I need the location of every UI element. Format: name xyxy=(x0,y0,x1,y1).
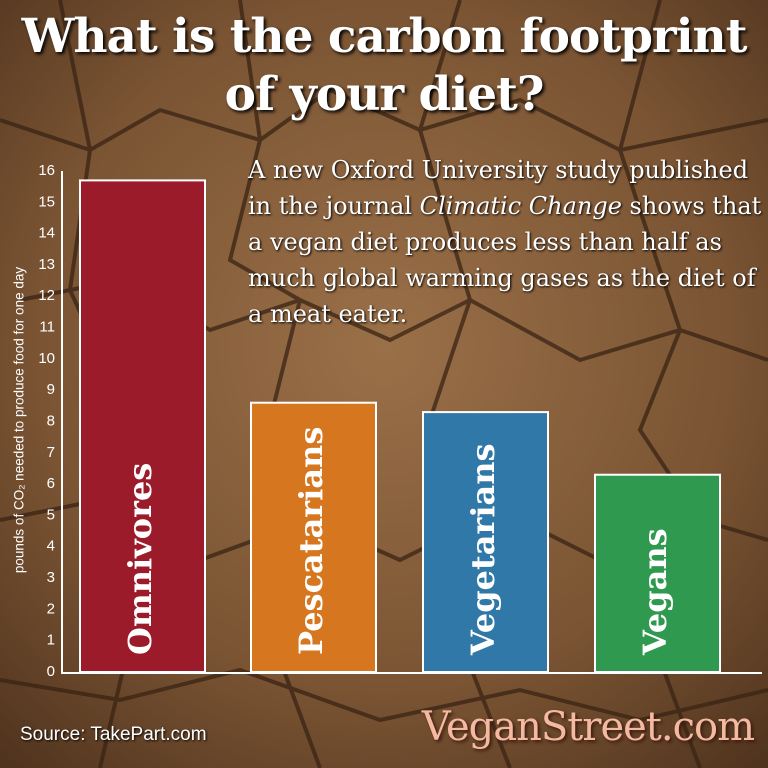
y-tick-label: 13 xyxy=(38,256,55,273)
y-tick-label: 11 xyxy=(39,319,55,336)
annotation-text: shows that a vegan diet produces less th… xyxy=(248,192,762,328)
bar-label: Omnivores xyxy=(121,463,159,655)
annotation: A new Oxford University study published … xyxy=(248,152,763,332)
bar-label: Vegetarians xyxy=(464,443,502,656)
y-tick-label: 10 xyxy=(38,350,55,367)
bar xyxy=(422,411,549,673)
y-tick-label: 9 xyxy=(47,381,55,398)
y-tick-label: 15 xyxy=(38,193,55,210)
bar xyxy=(79,179,206,674)
y-tick-label: 8 xyxy=(47,412,55,429)
y-tick-label: 5 xyxy=(47,506,55,523)
title: What is the carbon footprint of your die… xyxy=(21,9,748,122)
annotation-text: A new Oxford University study published … xyxy=(248,156,749,220)
bar-label: Pescatarians xyxy=(292,427,330,655)
y-tick-label: 16 xyxy=(38,162,55,179)
y-tick-label: 1 xyxy=(47,632,55,649)
y-tick-label: 4 xyxy=(47,538,55,555)
bar xyxy=(594,473,721,674)
y-tick-label: 3 xyxy=(47,569,55,586)
bar-label: Vegans xyxy=(636,528,674,656)
brand: VeganStreet.com xyxy=(421,704,755,750)
y-axis-label: pounds of CO₂ needed to produce food for… xyxy=(12,267,27,573)
y-tick-label: 6 xyxy=(47,475,55,492)
y-tick-label: 0 xyxy=(47,663,55,680)
y-tick-label: 12 xyxy=(38,287,55,304)
annotation-journal: Climatic Change xyxy=(419,192,622,220)
source: Source: TakePart.com xyxy=(20,724,207,745)
bar xyxy=(250,401,377,673)
y-tick-label: 7 xyxy=(47,444,55,461)
y-tick-label: 14 xyxy=(38,225,55,242)
y-tick-label: 2 xyxy=(47,600,55,617)
